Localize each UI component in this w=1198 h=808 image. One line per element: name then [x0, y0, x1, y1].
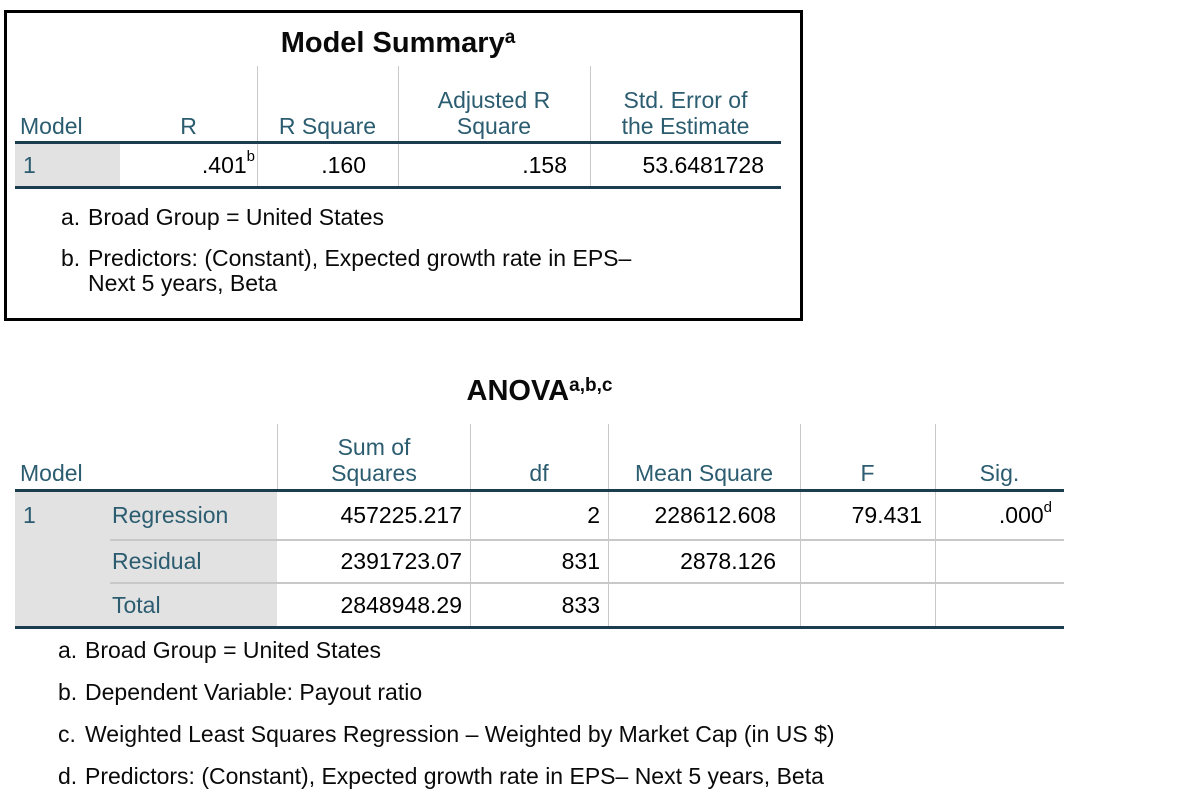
model-summary-title-superscript: a: [504, 27, 516, 48]
model-summary-title: Model Summarya: [15, 21, 781, 60]
anova-footnote-a: a. Broad Group = United States: [58, 638, 1158, 663]
anova-cell-sum-of-squares: 457225.217: [340, 502, 462, 528]
anova-cell-model: 1: [23, 502, 36, 528]
anova-bottom-rule: [15, 626, 1064, 629]
ms-col-header-r: R: [180, 113, 197, 139]
ms-bottom-rule: [15, 186, 781, 189]
model-summary-title-text: Model Summary: [280, 27, 505, 59]
footnote-marker: b.: [58, 679, 78, 705]
anova-footnote-c: c. Weighted Least Squares Regression – W…: [58, 722, 1158, 747]
anova-cell-sum-of-squares: 2848948.29: [340, 591, 462, 618]
anova-footnote-d: d. Predictors: (Constant), Expected grow…: [58, 764, 1158, 789]
anova-stub-shade: [15, 492, 277, 626]
anova-column-divider: [470, 424, 471, 626]
anova-header-rule: [15, 489, 1064, 492]
ms-cell-r-square: .160: [321, 151, 366, 178]
footnote-marker: a.: [58, 637, 78, 663]
footnote-text: Predictors: (Constant), Expected growth …: [88, 245, 632, 296]
footnote-text: Dependent Variable: Payout ratio: [85, 679, 423, 705]
footnote-text: Broad Group = United States: [88, 204, 384, 230]
ms-cell-r: .401 b: [201, 148, 255, 178]
anova-row-label-residual: Residual: [112, 548, 202, 574]
anova-cell-mean-square: 228612.608: [654, 502, 776, 528]
anova-col-header-df: df: [529, 460, 549, 486]
ms-column-divider: [590, 66, 591, 186]
anova-title: ANOVAa,b,c: [15, 369, 1064, 408]
ms-footnote-b: b. Predictors: (Constant), Expected grow…: [61, 246, 771, 296]
model-summary-table[interactable]: [4, 10, 803, 321]
anova-cell-sum-of-squares: 2391723.07: [340, 548, 462, 574]
ms-col-header-adjusted-r-square: Adjusted R Square: [437, 87, 551, 139]
anova-cell-f: 79.431: [851, 502, 922, 528]
ms-model-cell-shade: [15, 144, 120, 186]
anova-cell-df: 833: [561, 591, 600, 618]
anova-title-superscript: a,b,c: [569, 375, 613, 396]
anova-row-label-regression: Regression: [112, 502, 229, 528]
ms-col-header-model: Model: [20, 113, 83, 139]
ms-column-divider: [257, 66, 258, 186]
anova-title-text: ANOVA: [466, 375, 570, 407]
footnote-marker: b.: [61, 245, 81, 271]
footnote-text: Weighted Least Squares Regression – Weig…: [85, 721, 835, 747]
anova-row-label-total: Total: [112, 591, 161, 618]
ms-footnote-a: a. Broad Group = United States: [61, 205, 761, 230]
ms-col-header-std-error: Std. Error of the Estimate: [621, 87, 750, 139]
anova-row-divider: [110, 539, 1064, 541]
anova-cell-sig: .000 d: [998, 498, 1052, 529]
anova-footnote-b: b. Dependent Variable: Payout ratio: [58, 680, 1158, 705]
ms-col-header-r-square: R Square: [278, 113, 377, 139]
anova-col-header-model: Model: [20, 460, 83, 486]
ms-cell-r-superscript: b: [246, 148, 255, 165]
footnote-marker: d.: [58, 763, 78, 789]
anova-col-header-sig: Sig.: [979, 460, 1020, 486]
footnote-marker: a.: [61, 204, 81, 230]
anova-column-divider: [935, 424, 936, 626]
ms-header-rule: [15, 141, 781, 144]
anova-col-header-f: F: [860, 460, 875, 486]
anova-cell-mean-square: 2878.126: [680, 548, 776, 574]
ms-cell-std-error: 53.6481728: [642, 151, 764, 178]
ms-cell-model: 1: [23, 151, 36, 178]
anova-row-divider: [110, 582, 1064, 584]
anova-cell-df: 2: [587, 502, 600, 528]
anova-col-header-mean-square: Mean Square: [634, 460, 774, 486]
anova-column-divider: [800, 424, 801, 626]
anova-column-divider: [608, 424, 609, 626]
anova-col-header-sum-of-squares: Sum of Squares: [331, 434, 417, 486]
anova-cell-sig-superscript: d: [1043, 498, 1052, 516]
ms-column-divider: [398, 66, 399, 186]
footnote-text: Broad Group = United States: [85, 637, 381, 663]
footnote-marker: c.: [58, 721, 76, 747]
anova-column-divider: [277, 424, 278, 489]
anova-cell-df: 831: [561, 548, 600, 574]
footnote-text: Predictors: (Constant), Expected growth …: [85, 763, 824, 789]
ms-cell-adjusted-r-square: .158: [522, 151, 567, 178]
